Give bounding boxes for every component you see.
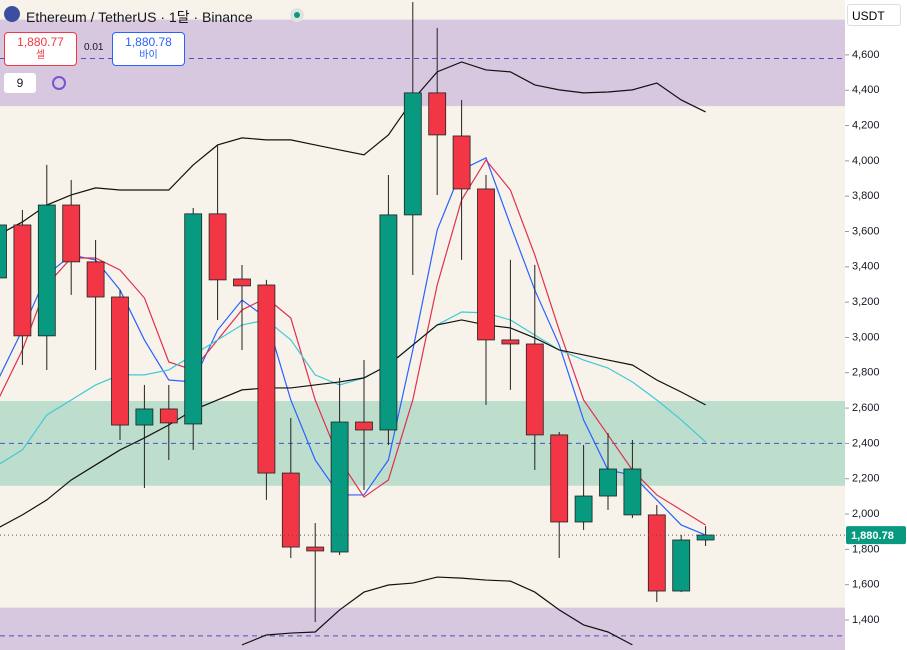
buy-button[interactable]: 1,880.78 바이	[112, 32, 185, 66]
candle-body	[184, 213, 203, 425]
spread: 0.01	[84, 42, 104, 53]
buy-price: 1,880.78	[125, 35, 172, 49]
sync-icon[interactable]	[52, 76, 66, 90]
candle-body	[696, 534, 715, 541]
candle-body	[0, 224, 7, 279]
candle-body	[525, 343, 544, 436]
y-tick-label: 1,800	[852, 543, 880, 555]
candle-body	[86, 261, 105, 298]
status	[290, 8, 304, 22]
y-tick-label: 4,200	[852, 119, 880, 131]
candle-body	[257, 284, 276, 474]
candle-body	[647, 514, 666, 592]
currency-select[interactable]: USDT	[847, 4, 901, 26]
y-tick-label: 4,400	[852, 84, 880, 96]
indicator-toggle[interactable]: 9	[4, 73, 36, 93]
candle-body	[477, 188, 495, 341]
candle-body	[623, 468, 642, 516]
candle-body	[403, 92, 422, 216]
y-tick-label: 3,400	[852, 261, 880, 273]
eth-icon	[4, 6, 20, 22]
y-tick-label: 2,000	[852, 508, 880, 520]
y-tick-label: 3,800	[852, 190, 880, 202]
y-tick-label: 2,400	[852, 437, 880, 449]
candle-body	[135, 408, 154, 426]
y-tick-label: 3,600	[852, 225, 880, 237]
indicator-line	[241, 576, 633, 646]
indicator-line	[0, 158, 706, 526]
candle-body	[428, 92, 447, 136]
y-tick-label: 3,000	[852, 331, 880, 343]
candle-body	[306, 546, 325, 552]
candle-body	[574, 495, 593, 523]
y-tick-label: 2,800	[852, 367, 880, 379]
candle-body	[281, 472, 300, 548]
y-tick-label: 1,400	[852, 614, 880, 626]
indicator-line	[0, 319, 706, 528]
candle-body	[159, 408, 178, 424]
candle-body	[599, 468, 617, 497]
sell-button[interactable]: 1,880.77 셀	[4, 32, 77, 66]
candle-body	[452, 135, 471, 190]
y-tick-label: 2,200	[852, 473, 880, 485]
candle-body	[37, 204, 56, 337]
sell-label: 셀	[35, 50, 46, 61]
y-tick-label: 2,600	[852, 402, 880, 414]
candle-body	[13, 224, 32, 337]
candle-body	[501, 339, 520, 345]
buy-label: 바이	[139, 50, 158, 61]
last-price-tag	[846, 526, 906, 545]
candle-body	[550, 434, 569, 523]
candle-body	[330, 421, 349, 553]
indicator-line	[0, 61, 706, 235]
candle-body	[111, 296, 129, 426]
zone	[0, 607, 845, 650]
candle-body	[355, 421, 373, 431]
candle-body	[672, 539, 691, 592]
indicator-line	[0, 157, 706, 536]
y-tick-label: 4,000	[852, 155, 880, 167]
candle-body	[62, 204, 81, 263]
symbol[interactable]: Ethereum / TetherUS · 1달 · Binance	[26, 9, 253, 25]
candle-body	[208, 213, 227, 281]
last-price-label: 1,880.78	[851, 530, 894, 542]
y-tick-label: 3,200	[852, 296, 880, 308]
currency: USDT	[852, 9, 885, 23]
y-tick-label: 4,600	[852, 49, 880, 61]
indicator-count: 9	[16, 76, 24, 90]
y-tick-label: 1,600	[852, 579, 880, 591]
candle-body	[233, 278, 251, 287]
sell-price: 1,880.77	[17, 35, 64, 49]
candle-body	[379, 214, 398, 431]
